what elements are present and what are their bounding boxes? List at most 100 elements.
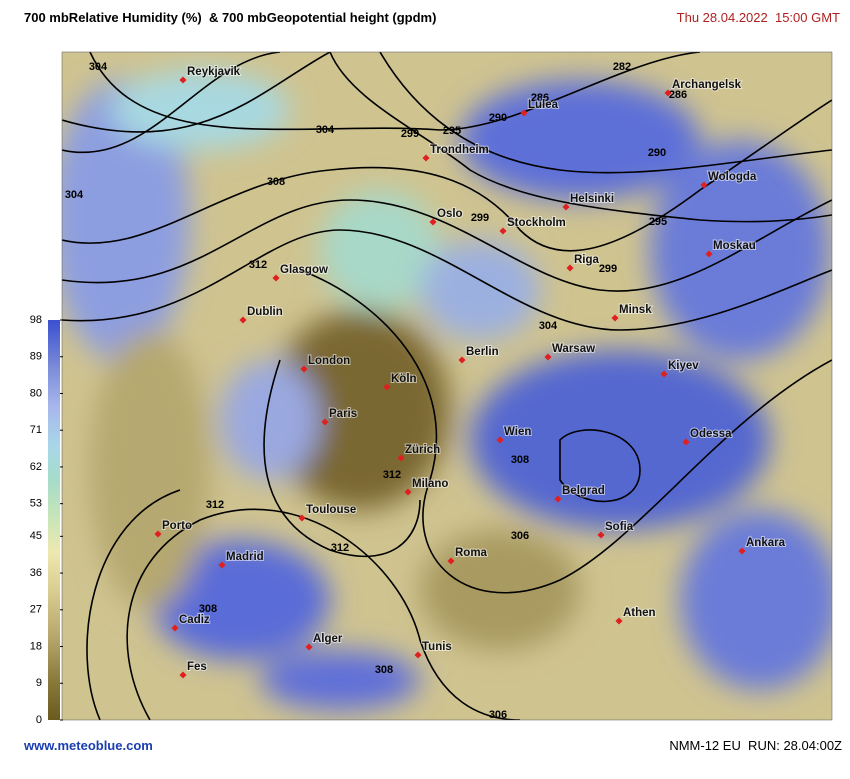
- contour-label: 295: [443, 125, 461, 137]
- city-marker: [321, 418, 329, 426]
- colorbar-tick-label: 98: [30, 314, 42, 326]
- city-marker: [171, 624, 179, 632]
- contour-label: 308: [267, 176, 285, 188]
- city-marker: [298, 514, 306, 522]
- contour-label: 299: [471, 212, 489, 224]
- city-marker: [520, 109, 528, 117]
- city-marker: [447, 557, 455, 565]
- city-marker: [496, 436, 504, 444]
- city-label: Lulea: [528, 99, 559, 111]
- city-marker: [499, 227, 507, 235]
- city-label: Sofia: [605, 521, 634, 533]
- contour-label: 290: [489, 112, 507, 124]
- colorbar-tick-label: 53: [30, 498, 42, 510]
- city-marker: [660, 370, 668, 378]
- contour-label: 304: [539, 320, 558, 332]
- city-marker: [414, 651, 422, 659]
- colorbar-tick-label: 62: [30, 461, 42, 473]
- title: 700 mbRelative Humidity (%) & 700 mbGeop…: [24, 10, 436, 25]
- city-label: London: [308, 355, 350, 367]
- city-marker: [272, 274, 280, 282]
- city-marker: [597, 531, 605, 539]
- city-label: Fes: [187, 661, 207, 673]
- city-label: Stockholm: [507, 217, 566, 229]
- city-marker: [429, 218, 437, 226]
- contour-label: 304: [316, 124, 335, 136]
- city-marker: [700, 181, 708, 189]
- contour-label: 304: [65, 189, 84, 201]
- city-label: Wologda: [708, 171, 757, 183]
- city-marker: [404, 488, 412, 496]
- city-label: Paris: [329, 408, 357, 420]
- city-label: Ankara: [746, 537, 786, 549]
- city-label: Dublin: [247, 306, 283, 318]
- contour-label: 312: [249, 259, 267, 271]
- colorbar-tick-label: 45: [30, 530, 42, 542]
- city-marker: [458, 356, 466, 364]
- contour-label: 312: [206, 499, 224, 511]
- site-text: www.meteoblue.com: [23, 738, 153, 753]
- datetime: Thu 28.04.2022 15:00 GMT: [677, 10, 840, 25]
- site-link[interactable]: www.meteoblue.com: [23, 738, 153, 753]
- model-run: NMM-12 EU RUN: 28.04:00Z: [669, 738, 842, 753]
- city-label: Athen: [623, 607, 656, 619]
- city-label: Kiyev: [668, 360, 699, 372]
- city-label: Minsk: [619, 304, 652, 316]
- city-label: Belgrad: [562, 485, 605, 497]
- city-label: Oslo: [437, 208, 463, 220]
- city-marker: [544, 353, 552, 361]
- contour-label: 299: [401, 128, 419, 140]
- contour-label: 286: [669, 89, 687, 101]
- city-label: Zürich: [405, 444, 440, 456]
- city-label: Reykjavik: [187, 66, 241, 78]
- contour-label: 282: [613, 61, 631, 73]
- city-marker: [664, 89, 672, 97]
- city-label: Toulouse: [306, 504, 356, 516]
- city-marker: [682, 438, 690, 446]
- city-marker: [422, 154, 430, 162]
- city-label: Madrid: [226, 551, 264, 563]
- humidity-field: [62, 52, 832, 720]
- city-marker: [554, 495, 562, 503]
- city-marker: [383, 383, 391, 391]
- colorbar-tick-label: 0: [36, 714, 42, 726]
- city-marker: [154, 530, 162, 538]
- city-label: Glasgow: [280, 264, 328, 276]
- height-contours: [62, 52, 832, 720]
- contour-label: 286: [531, 92, 549, 104]
- city-marker: [179, 671, 187, 679]
- contour-label: 304: [89, 61, 108, 73]
- contour-label: 308: [375, 664, 393, 676]
- city-label: Wien: [504, 426, 531, 438]
- city-label: Odessa: [690, 428, 732, 440]
- city-label: Berlin: [466, 346, 499, 358]
- contour-label: 312: [383, 469, 401, 481]
- city-marker: [218, 561, 226, 569]
- city-label: Moskau: [713, 240, 756, 252]
- city-marker: [738, 547, 746, 555]
- city-marker: [615, 617, 623, 625]
- colorbar-tick-label: 89: [30, 351, 42, 363]
- city-marker: [397, 454, 405, 462]
- city-label: Helsinki: [570, 193, 614, 205]
- city-label: Cadiz: [179, 614, 210, 626]
- colorbar-tick-label: 27: [30, 604, 42, 616]
- city-marker: [305, 643, 313, 651]
- city-label: Warsaw: [552, 343, 595, 355]
- city-marker: [566, 264, 574, 272]
- contour-label: 306: [489, 709, 507, 721]
- city-label: Trondheim: [430, 144, 489, 156]
- colorbar-tick-label: 18: [30, 640, 42, 652]
- contour-label: 308: [511, 454, 529, 466]
- contour-label: 290: [648, 147, 666, 159]
- city-marker: [611, 314, 619, 322]
- map-frame: [61, 51, 833, 721]
- city-marker: [705, 250, 713, 258]
- colorbar-tick-label: 80: [30, 387, 42, 399]
- contour-label: 308: [199, 603, 217, 615]
- colorbar-tick-label: 9: [36, 677, 42, 689]
- colorbar: [48, 320, 60, 720]
- colorbar-tick-label: 71: [30, 424, 42, 436]
